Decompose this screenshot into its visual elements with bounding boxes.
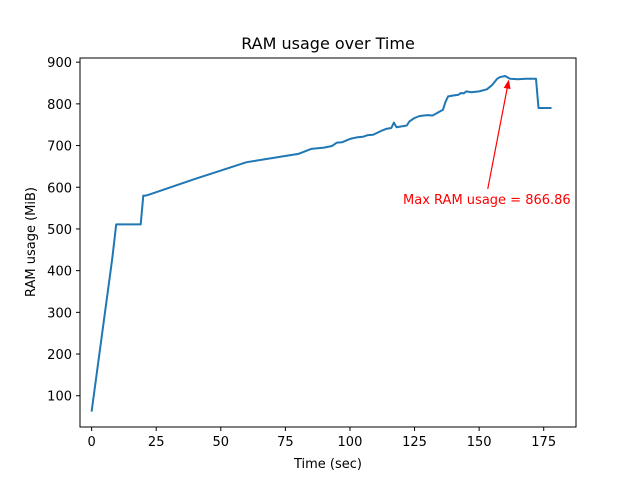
max-ram-annotation: Max RAM usage = 866.86 — [403, 193, 571, 208]
y-tick-label: 700 — [47, 140, 72, 155]
ram-usage-line — [90, 75, 552, 412]
y-axis: 100 200 300 400 500 600 700 800 900 — [47, 56, 80, 405]
x-axis-title: Time (sec) — [293, 457, 362, 472]
y-tick-label: 300 — [47, 306, 72, 321]
y-tick-label: 400 — [47, 265, 72, 280]
y-tick-label: 600 — [47, 181, 72, 196]
x-tick-label: 25 — [148, 435, 165, 450]
annotation-arrow — [487, 88, 508, 190]
x-tick-label: 100 — [338, 435, 363, 450]
y-tick-label: 900 — [47, 56, 72, 71]
y-tick-label: 200 — [47, 348, 72, 363]
x-tick-label: 125 — [402, 435, 427, 450]
chart-title: RAM usage over Time — [241, 34, 415, 53]
y-axis-title: RAM usage (MiB) — [24, 187, 39, 297]
y-tick-label: 800 — [47, 98, 72, 113]
y-tick-label: 500 — [47, 223, 72, 238]
x-tick-label: 0 — [87, 435, 95, 450]
y-tick-label: 100 — [47, 390, 72, 405]
x-tick-label: 175 — [531, 435, 556, 450]
plot-frame — [79, 57, 577, 428]
x-tick-label: 75 — [277, 435, 294, 450]
x-axis: 0 25 50 75 100 125 150 175 — [87, 427, 556, 450]
annotation-arrowhead — [503, 79, 511, 90]
x-tick-label: 50 — [213, 435, 230, 450]
x-tick-label: 150 — [467, 435, 492, 450]
